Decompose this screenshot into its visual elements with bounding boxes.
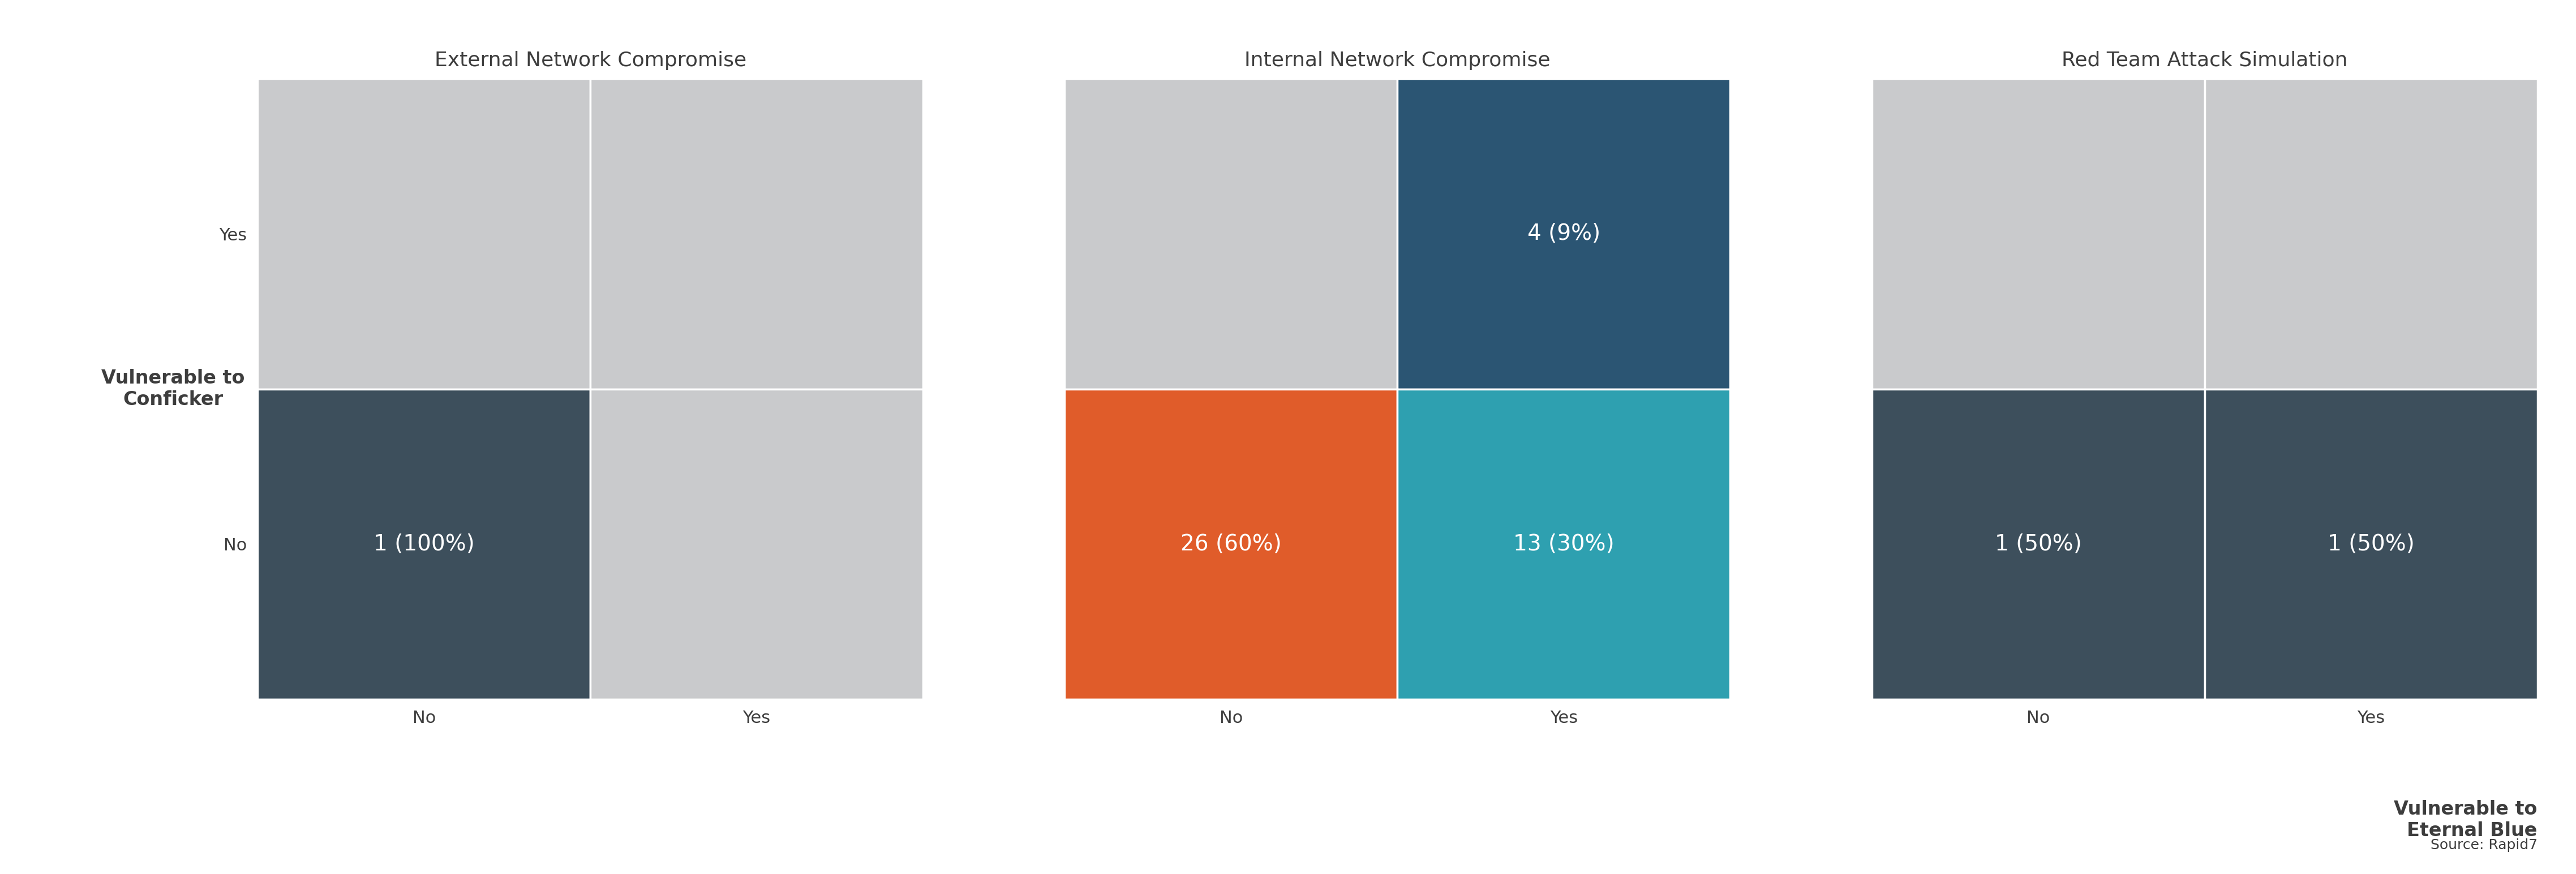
Text: 1 (100%): 1 (100%) [374, 533, 474, 555]
Title: External Network Compromise: External Network Compromise [435, 51, 747, 70]
Text: Vulnerable to
Conficker: Vulnerable to Conficker [100, 369, 245, 409]
Bar [2205, 389, 2537, 699]
Bar [1873, 389, 2205, 699]
Bar [258, 79, 590, 389]
Bar [1873, 79, 2205, 389]
Bar [1064, 389, 1396, 699]
Text: 1 (50%): 1 (50%) [1994, 533, 2081, 555]
Title: Internal Network Compromise: Internal Network Compromise [1244, 51, 1551, 70]
Title: Red Team Attack Simulation: Red Team Attack Simulation [2061, 51, 2347, 70]
Bar [258, 389, 590, 699]
Text: 26 (60%): 26 (60%) [1180, 533, 1283, 555]
Text: Source: Rapid7: Source: Rapid7 [2429, 838, 2537, 852]
Bar [590, 79, 922, 389]
Text: 4 (9%): 4 (9%) [1528, 223, 1600, 245]
Bar [1064, 79, 1396, 389]
Text: 1 (50%): 1 (50%) [2329, 533, 2414, 555]
Bar [1396, 389, 1731, 699]
Text: 13 (30%): 13 (30%) [1512, 533, 1615, 555]
Bar [1396, 79, 1731, 389]
Text: Vulnerable to
Eternal Blue: Vulnerable to Eternal Blue [2393, 800, 2537, 840]
Bar [590, 389, 922, 699]
Bar [2205, 79, 2537, 389]
